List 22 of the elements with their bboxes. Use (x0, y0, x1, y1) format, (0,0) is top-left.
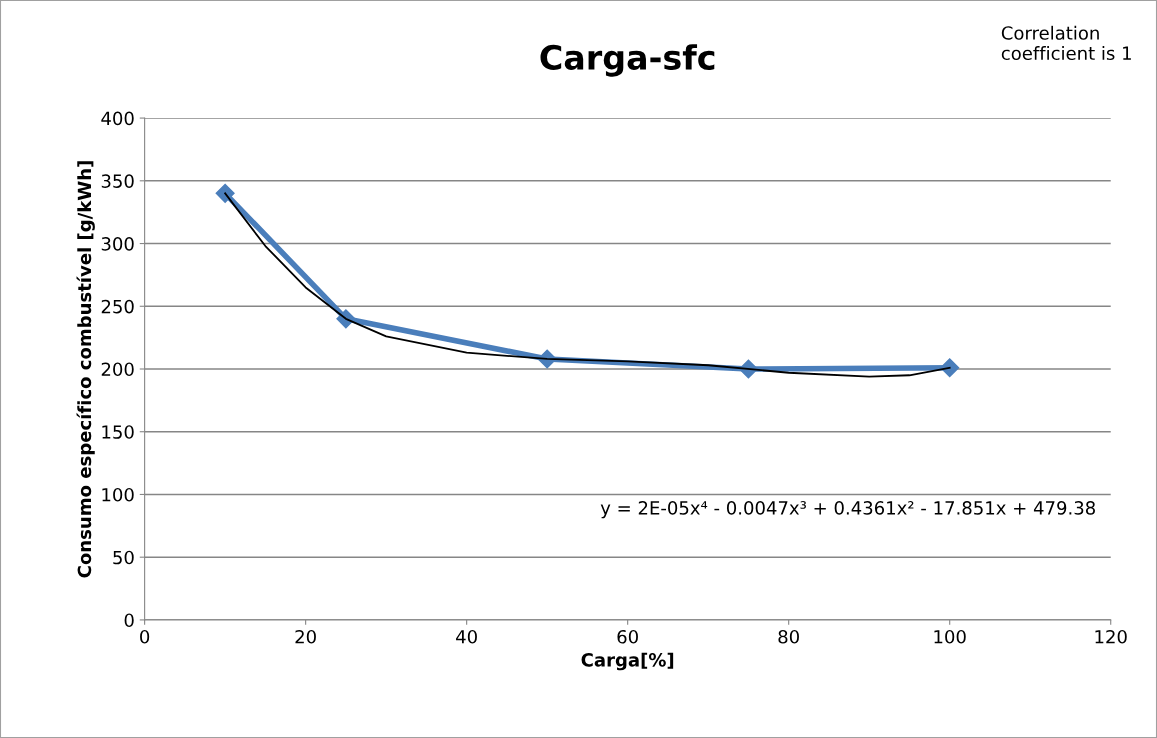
y-tick-label: 400 (101, 111, 134, 126)
y-tick-label: 250 (101, 299, 134, 314)
x-axis-title: Carga[%] (581, 652, 674, 671)
x-tick-label: 20 (295, 629, 316, 644)
y-tick-label: 50 (113, 550, 134, 565)
y-tick-label: 200 (101, 362, 134, 377)
x-tick-label: 120 (1095, 629, 1127, 644)
chart-title: Carga-sfc (540, 44, 715, 77)
y-axis-title: Consumo específico combustível [g/kWh] (76, 161, 95, 578)
text: Correlation coefficient is 1 (1001, 25, 1131, 61)
x-tick-label: 100 (934, 629, 966, 644)
x-tick-label: 40 (456, 629, 477, 644)
annotation: y = 2E-05x⁴ - 0.0047x³ + 0.4361x² - 17.851x + 479.38 (600, 501, 1095, 519)
x-tick-label: 80 (778, 629, 799, 644)
y-tick-label: 350 (101, 174, 134, 188)
x-tick-label: 60 (617, 629, 638, 644)
y-tick-label: 0 (124, 613, 134, 628)
point (215, 183, 235, 203)
y-tick-label: 100 (102, 487, 134, 502)
y-tick-label: 300 (101, 237, 134, 251)
y-tick-label: 150 (102, 425, 134, 439)
x-tick-label: 0 (140, 629, 150, 644)
